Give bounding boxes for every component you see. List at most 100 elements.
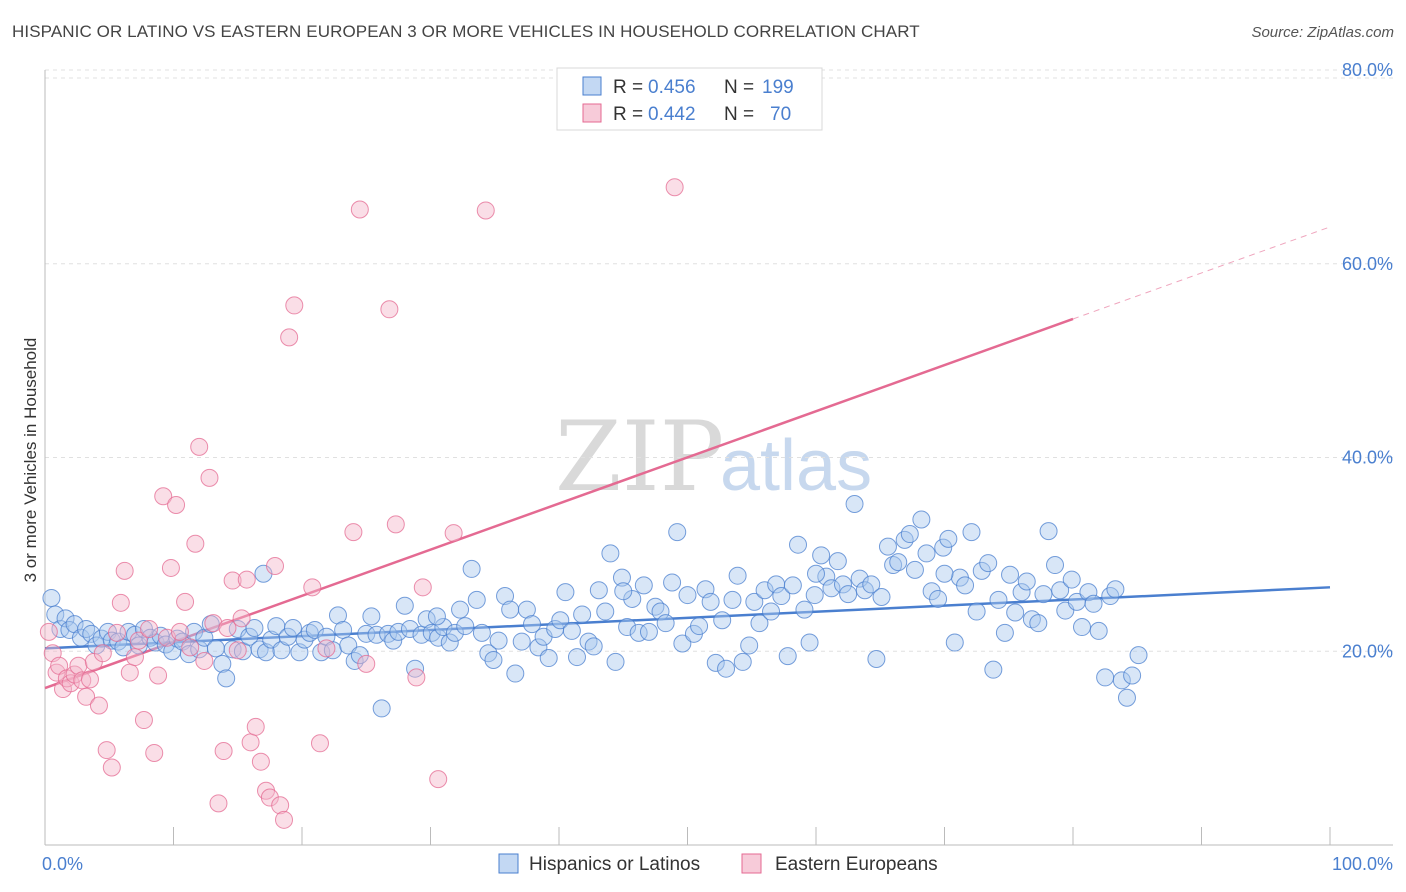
point-hispanic — [1001, 565, 1020, 584]
point-hispanic — [1117, 688, 1136, 707]
legend-swatch-pink — [582, 103, 602, 123]
point-hispanic — [912, 510, 931, 529]
gridlines — [45, 69, 1393, 652]
point-hispanic — [755, 581, 774, 600]
point-hispanic — [713, 611, 732, 630]
point-eastern-european — [134, 711, 153, 730]
point-hispanic — [185, 622, 204, 641]
point-hispanic — [984, 660, 1003, 679]
point-hispanic — [778, 647, 797, 666]
point-hispanic — [900, 525, 919, 544]
point-eastern-european — [228, 641, 247, 660]
point-hispanic — [596, 602, 615, 621]
point-hispanic — [46, 605, 65, 624]
point-hispanic — [989, 590, 1008, 609]
point-hispanic — [668, 523, 687, 542]
point-hispanic — [789, 535, 808, 554]
point-hispanic — [357, 624, 376, 643]
point-hispanic — [584, 637, 603, 656]
point-hispanic — [956, 576, 975, 595]
point-hispanic — [305, 620, 324, 639]
point-eastern-european — [251, 752, 270, 771]
point-hispanic — [372, 699, 391, 718]
point-hispanic — [629, 623, 648, 642]
point-hispanic — [812, 546, 831, 565]
point-eastern-european — [167, 495, 186, 514]
point-hispanic — [1012, 583, 1031, 602]
point-hispanic — [706, 653, 725, 672]
point-eastern-european — [275, 810, 294, 829]
point-eastern-european — [214, 742, 233, 761]
point-hispanic — [817, 567, 836, 586]
y-tick-label: 20.0% — [1342, 641, 1393, 661]
bottom-legend-swatch-hispanic — [498, 853, 519, 874]
point-hispanic — [728, 566, 747, 585]
point-hispanic — [517, 600, 536, 619]
point-eastern-european — [115, 561, 134, 580]
point-hispanic — [1129, 646, 1148, 665]
bottom-legend-swatch-eastern-european — [741, 853, 762, 874]
point-hispanic — [935, 564, 954, 583]
point-eastern-european — [195, 651, 214, 670]
point-hispanic — [934, 538, 953, 557]
y-tick-label: 60.0% — [1342, 254, 1393, 274]
point-hispanic — [1112, 671, 1131, 690]
point-eastern-european — [271, 796, 290, 815]
point-eastern-european — [190, 437, 209, 456]
point-hispanic — [795, 600, 814, 619]
point-hispanic — [445, 623, 464, 642]
point-hispanic — [1072, 618, 1091, 637]
point-hispanic — [701, 592, 720, 611]
point-hispanic — [284, 619, 303, 637]
point-eastern-european — [232, 609, 251, 628]
point-hispanic — [733, 652, 752, 671]
x-tick-label-max: 100.0% — [1332, 854, 1393, 874]
point-hispanic — [328, 606, 347, 625]
point-hispanic — [945, 633, 964, 652]
point-hispanic — [389, 622, 408, 641]
point-hispanic — [805, 586, 824, 605]
point-eastern-european — [125, 648, 144, 667]
point-hispanic — [614, 582, 633, 601]
point-hispanic — [440, 633, 459, 652]
point-hispanic — [656, 614, 675, 633]
point-eastern-european — [140, 619, 159, 638]
point-eastern-european — [350, 200, 369, 219]
point-hispanic — [168, 629, 187, 648]
point-hispanic — [567, 648, 586, 667]
point-hispanic — [1046, 556, 1065, 575]
point-hispanic — [1084, 594, 1103, 613]
legend-n-value-pink: 70 — [770, 104, 791, 125]
point-eastern-european — [266, 557, 285, 575]
point-eastern-european — [429, 770, 448, 789]
x-tick-label-min: 0.0% — [42, 854, 83, 874]
point-hispanic — [339, 636, 358, 655]
point-eastern-european — [89, 696, 108, 715]
point-hispanic — [589, 581, 608, 600]
point-eastern-european — [39, 622, 58, 641]
legend-n-value-blue: 199 — [762, 77, 794, 98]
point-eastern-european — [260, 788, 279, 807]
point-eastern-european — [285, 296, 304, 315]
point-eastern-european — [344, 523, 363, 542]
point-hispanic — [400, 619, 419, 638]
point-hispanic — [451, 600, 470, 619]
point-hispanic — [850, 569, 869, 588]
point-hispanic — [1089, 621, 1108, 640]
point-eastern-european — [47, 663, 66, 682]
point-hispanic — [929, 589, 948, 608]
point-eastern-european — [665, 178, 684, 197]
point-hispanic — [512, 632, 531, 651]
point-eastern-european — [97, 741, 116, 760]
point-eastern-european — [380, 300, 399, 319]
point-eastern-european — [241, 733, 260, 752]
point-hispanic — [807, 564, 825, 583]
point-hispanic — [967, 602, 986, 621]
point-hispanic — [962, 523, 981, 542]
point-hispanic — [822, 579, 841, 598]
point-hispanic — [217, 669, 236, 688]
point-hispanic — [384, 631, 403, 650]
point-eastern-european — [77, 687, 96, 706]
y-axis-label: 3 or more Vehicles in Household — [21, 338, 40, 583]
